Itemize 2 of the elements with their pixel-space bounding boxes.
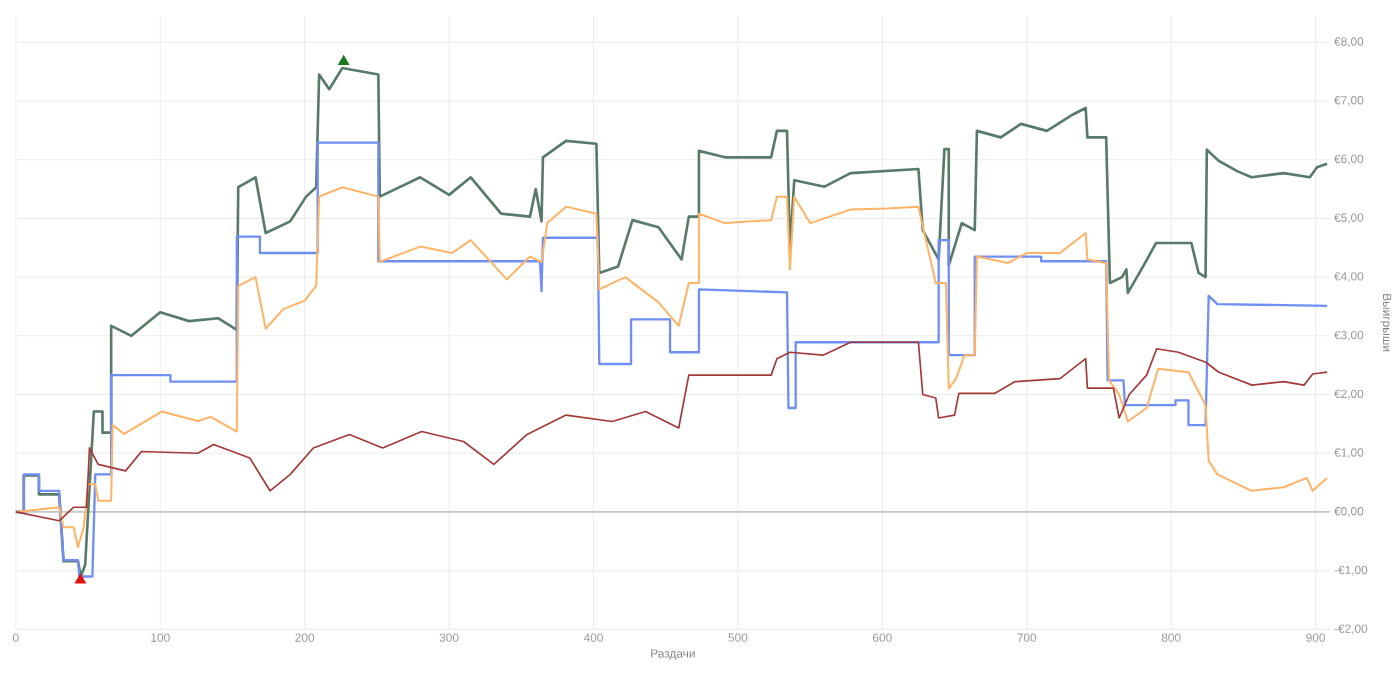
line-series	[14, 185, 1329, 548]
line-series	[14, 340, 1328, 522]
